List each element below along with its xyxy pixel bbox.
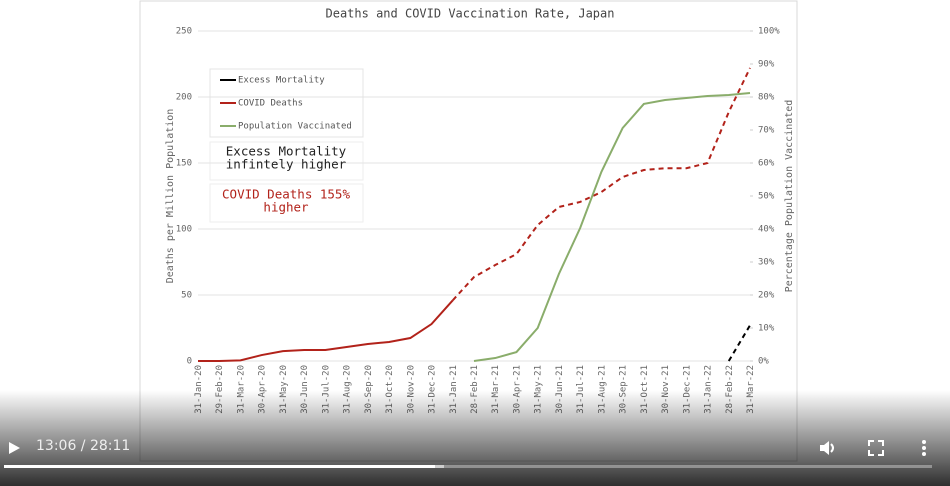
y-tick-label: 250 bbox=[176, 27, 192, 37]
y2-tick-label: 90% bbox=[758, 60, 775, 70]
x-tick-label: 31-Oct-21 bbox=[640, 365, 650, 414]
y2-tick-label: 20% bbox=[758, 291, 775, 301]
controls-shade bbox=[0, 390, 950, 486]
x-tick-label: 30-Jun-20 bbox=[300, 365, 310, 414]
series-line bbox=[452, 67, 751, 301]
more-button[interactable] bbox=[914, 438, 934, 458]
x-tick-label: 31-Jul-20 bbox=[321, 365, 331, 414]
x-tick-label: 29-Feb-20 bbox=[215, 365, 225, 414]
series-line bbox=[198, 299, 454, 362]
y-tick-label: 0 bbox=[187, 357, 192, 367]
played bbox=[4, 465, 435, 468]
y-axis-label: Deaths per Million Population bbox=[165, 109, 176, 284]
annotation-box bbox=[209, 183, 364, 223]
x-tick-label: 31-Mar-20 bbox=[236, 365, 246, 414]
y2-tick-label: 40% bbox=[758, 225, 775, 235]
y2-tick-label: 0% bbox=[758, 357, 769, 367]
legend-label: COVID Deaths bbox=[238, 99, 303, 109]
x-tick-label: 31-Oct-20 bbox=[385, 365, 395, 414]
y2-tick-label: 70% bbox=[758, 126, 775, 136]
x-tick-label: 31-Jul-21 bbox=[576, 365, 586, 414]
y2-tick-label: 80% bbox=[758, 93, 775, 103]
y-tick-label: 100 bbox=[176, 225, 192, 235]
player-controls: 13:06 / 28:11 bbox=[0, 426, 950, 486]
y2-tick-label: 10% bbox=[758, 324, 775, 334]
x-tick-label: 30-Apr-21 bbox=[512, 365, 522, 414]
annotation-box bbox=[209, 141, 364, 181]
annotation: infintely higher bbox=[226, 157, 347, 172]
x-tick-label: 31-Jan-22 bbox=[704, 365, 714, 414]
x-tick-label: 31-Jan-21 bbox=[449, 365, 459, 414]
x-tick-label: 30-Sep-21 bbox=[619, 365, 629, 414]
y-tick-label: 200 bbox=[176, 93, 192, 103]
series-line bbox=[727, 324, 751, 362]
x-tick-label: 30-Jun-21 bbox=[555, 365, 565, 414]
chart-title: Deaths and COVID Vaccination Rate, Japan bbox=[326, 7, 615, 21]
x-tick-label: 28-Feb-22 bbox=[725, 365, 735, 414]
play-button[interactable] bbox=[6, 438, 22, 458]
x-tick-label: 31-Jan-20 bbox=[194, 365, 204, 414]
annotation: Excess Mortality bbox=[226, 144, 347, 159]
y-tick-label: 50 bbox=[181, 291, 192, 301]
legend-label: Excess Mortality bbox=[238, 76, 325, 86]
x-tick-label: 30-Nov-20 bbox=[406, 365, 416, 414]
y2-tick-label: 60% bbox=[758, 159, 775, 169]
x-tick-label: 31-Mar-21 bbox=[491, 365, 501, 414]
y2-tick-label: 100% bbox=[758, 27, 780, 37]
y-tick-label: 150 bbox=[176, 159, 192, 169]
x-tick-label: 30-Nov-21 bbox=[661, 365, 671, 414]
x-tick-label: 30-Sep-20 bbox=[364, 365, 374, 414]
x-tick-label: 28-Feb-21 bbox=[470, 365, 480, 414]
x-tick-label: 31-May-21 bbox=[534, 365, 544, 414]
series-line bbox=[473, 92, 751, 362]
y2-tick-label: 50% bbox=[758, 192, 775, 202]
x-tick-label: 31-Dec-20 bbox=[428, 365, 438, 414]
legend-label: Population Vaccinated bbox=[238, 122, 352, 132]
fullscreen-button[interactable] bbox=[866, 438, 886, 458]
y2-tick-label: 30% bbox=[758, 258, 775, 268]
x-tick-label: 31-Dec-21 bbox=[682, 365, 692, 414]
time-display: 13:06 / 28:11 bbox=[36, 438, 131, 454]
x-tick-label: 31-Mar-22 bbox=[746, 365, 756, 414]
annotation: COVID Deaths 155% bbox=[222, 187, 350, 202]
annotation: higher bbox=[263, 200, 309, 215]
y2-axis-label: Percentage Population Vaccinated bbox=[784, 100, 795, 293]
progress-bar[interactable] bbox=[4, 465, 932, 468]
x-tick-label: 31-Aug-21 bbox=[597, 365, 607, 414]
volume-button[interactable] bbox=[818, 438, 838, 458]
x-tick-label: 31-Aug-20 bbox=[343, 365, 353, 414]
x-tick-label: 30-Apr-20 bbox=[258, 365, 268, 414]
x-tick-label: 31-May-20 bbox=[279, 365, 289, 414]
